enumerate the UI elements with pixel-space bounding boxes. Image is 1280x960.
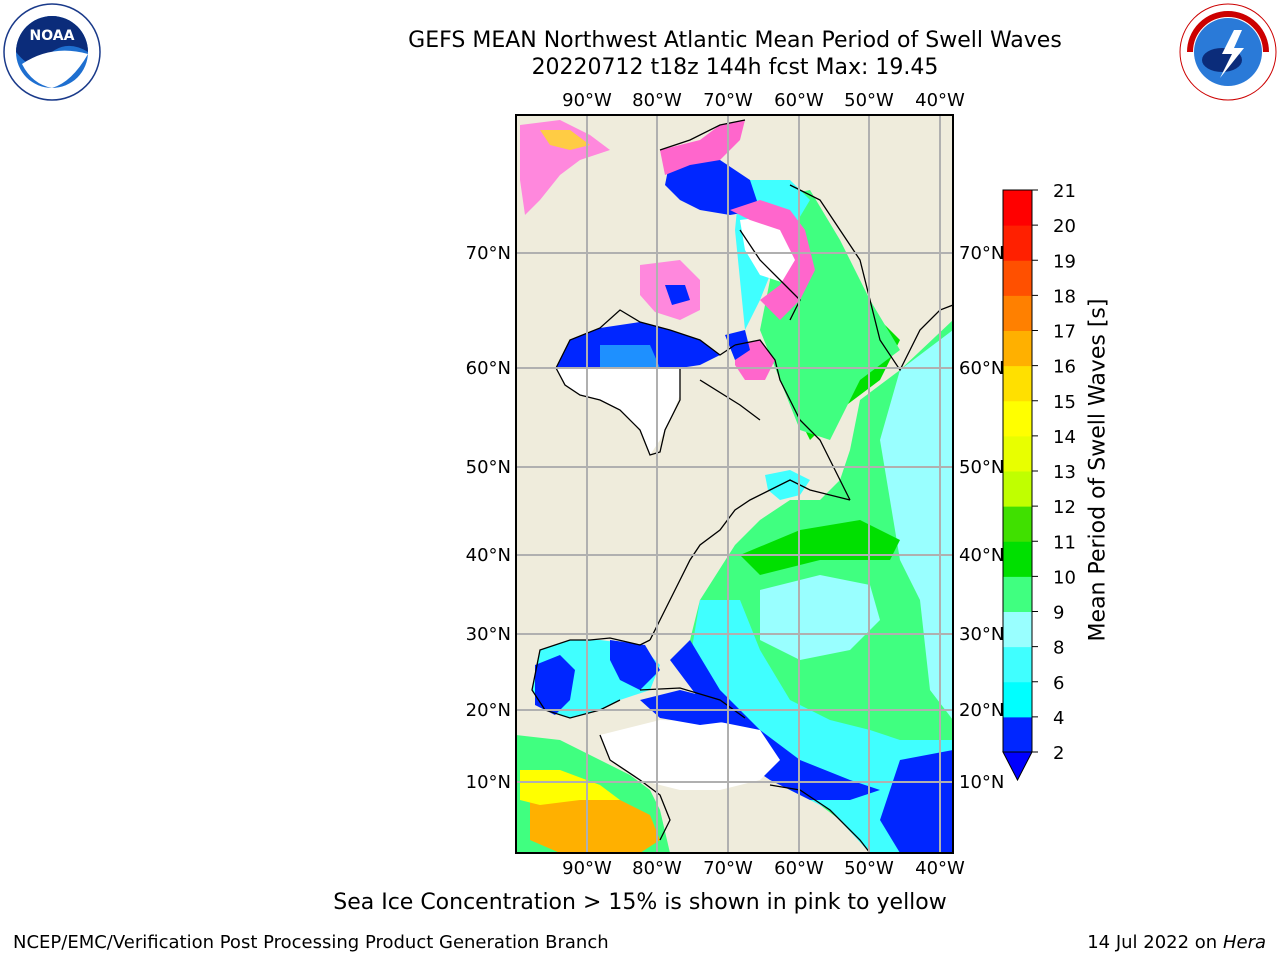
ocean-field-blue-east [880, 750, 953, 853]
sea-ice-yellow [540, 130, 590, 150]
lat-label-left: 50°N [466, 457, 511, 478]
lon-label-top: 70°W [703, 90, 753, 111]
colorbar-label: Mean Period of Swell Waves [s] [1085, 298, 1111, 642]
lat-label-left: 10°N [466, 772, 511, 793]
pacific-orange [530, 790, 660, 853]
footer-credit: NCEP/EMC/Verification Post Processing Pr… [13, 932, 609, 953]
lat-label-right: 30°N [959, 624, 1004, 645]
footer-date-text: 14 Jul 2022 on [1087, 932, 1223, 953]
lat-label-right: 10°N [959, 772, 1004, 793]
colorbar-tick-label: 11 [1053, 532, 1076, 553]
noaa-logo-text: NOAA [30, 28, 75, 44]
colorbar-tick-label: 17 [1053, 322, 1076, 343]
colorbar-segment [1003, 435, 1032, 472]
colorbar-under-triangle [1002, 751, 1033, 782]
lat-label-left: 60°N [466, 358, 511, 379]
colorbar-tick-label: 8 [1053, 638, 1064, 659]
lon-label-bottom: 70°W [703, 858, 753, 879]
colorbar-segment [1003, 400, 1032, 437]
ocean-field-cyan [690, 600, 953, 853]
coastlines [531, 119, 953, 853]
caribbean-sea [600, 720, 780, 790]
colorbar-segment [1003, 576, 1032, 612]
sea-ice-baffin2 [730, 200, 815, 320]
ocean-field-light2 [760, 575, 880, 660]
lon-label-bottom: 90°W [562, 858, 612, 879]
colorbar-tick-label: 19 [1053, 251, 1076, 272]
lat-label-right: 40°N [959, 545, 1004, 566]
lon-label-top: 80°W [632, 90, 682, 111]
lat-label-right: 20°N [959, 700, 1004, 721]
colorbar-tick-label: 6 [1053, 673, 1064, 694]
lon-label-bottom: 80°W [632, 858, 682, 879]
chart-subtitle: 20220712 t18z 144h fcst Max: 19.45 [531, 55, 939, 80]
colorbar-tick-label: 20 [1053, 216, 1076, 237]
pacific-yellow [520, 770, 620, 805]
colorbar-segment [1003, 646, 1032, 683]
sea-ice-foxe-blue [665, 285, 690, 305]
colorbar-tick-label: 14 [1053, 427, 1076, 448]
colorbar-tick-label: 10 [1053, 567, 1076, 588]
lon-label-top: 90°W [562, 90, 612, 111]
colorbar-tick-label: 18 [1053, 286, 1076, 307]
colorbar-segment [1003, 681, 1032, 718]
sea-ice-note: Sea Ice Concentration > 15% is shown in … [333, 890, 947, 915]
lat-label-left: 30°N [466, 624, 511, 645]
map-frame [515, 114, 954, 854]
colorbar-tick-label: 16 [1053, 357, 1076, 378]
colorbar-segment [1003, 330, 1032, 367]
footer-host: Hera [1222, 932, 1266, 953]
lat-label-left: 40°N [466, 545, 511, 566]
lat-label-left: 70°N [466, 243, 511, 264]
gulf-blue-east [610, 640, 660, 690]
colorbar-tick-label: 13 [1053, 462, 1076, 483]
colorbar-tick-label: 2 [1053, 743, 1064, 764]
baffin-bay-blue [665, 160, 760, 215]
hudson-bay-cyan [600, 345, 660, 368]
ocean-field-green-bands [740, 520, 900, 575]
colorbar-segment [1003, 295, 1032, 331]
colorbar-segment [1003, 365, 1032, 402]
noaa-logo: NOAA [3, 3, 101, 101]
map-panel [516, 115, 953, 853]
lon-labels-bottom: 90°W 80°W 70°W 60°W 50°W 40°W [562, 858, 965, 879]
lon-label-bottom: 60°W [774, 858, 824, 879]
colorbar-tick-label: 12 [1053, 497, 1076, 518]
colorbar [1002, 189, 1033, 782]
colorbar-tick-label: 4 [1053, 708, 1064, 729]
colorbar-tick-label: 9 [1053, 603, 1064, 624]
sea-ice-baffin [660, 120, 745, 175]
footer-date: 14 Jul 2022 on Hera [1087, 932, 1266, 953]
lon-label-bottom: 40°W [915, 858, 965, 879]
nws-logo [1179, 3, 1277, 101]
gridlines [516, 115, 953, 853]
lon-label-top: 60°W [774, 90, 824, 111]
colorbar-segment [1003, 190, 1032, 226]
chart-title: GEFS MEAN Northwest Atlantic Mean Period… [408, 28, 1062, 53]
colorbar-segment [1003, 225, 1032, 261]
lat-label-right: 70°N [959, 243, 1004, 264]
lon-label-top: 40°W [915, 90, 965, 111]
colorbar-tick-label: 21 [1053, 181, 1076, 202]
lat-label-right: 50°N [959, 457, 1004, 478]
colorbar-segment [1003, 716, 1032, 753]
lon-labels-top: 90°W 80°W 70°W 60°W 50°W 40°W [562, 90, 965, 111]
lat-labels-right: 70°N 60°N 50°N 40°N 30°N 20°N 10°N [959, 243, 1004, 793]
colorbar-segment [1003, 541, 1032, 577]
colorbar-segment [1003, 611, 1032, 648]
lat-label-right: 60°N [959, 358, 1004, 379]
lon-label-bottom: 50°W [844, 858, 894, 879]
colorbar-tick-label: 15 [1053, 392, 1076, 413]
gulf-blue [535, 655, 575, 715]
colorbar-segment [1003, 260, 1032, 296]
ocean-field-light [880, 330, 953, 720]
lon-label-top: 50°W [844, 90, 894, 111]
colorbar-segment [1003, 471, 1032, 507]
colorbar-ticks: 2 4 6 8 9 10 11 12 13 14 15 16 17 18 19 20 21 [1032, 181, 1076, 764]
colorbar-segment [1003, 506, 1032, 542]
lat-label-left: 20°N [466, 700, 511, 721]
lat-labels-left: 70°N 60°N 50°N 40°N 30°N 20°N 10°N [466, 243, 511, 793]
